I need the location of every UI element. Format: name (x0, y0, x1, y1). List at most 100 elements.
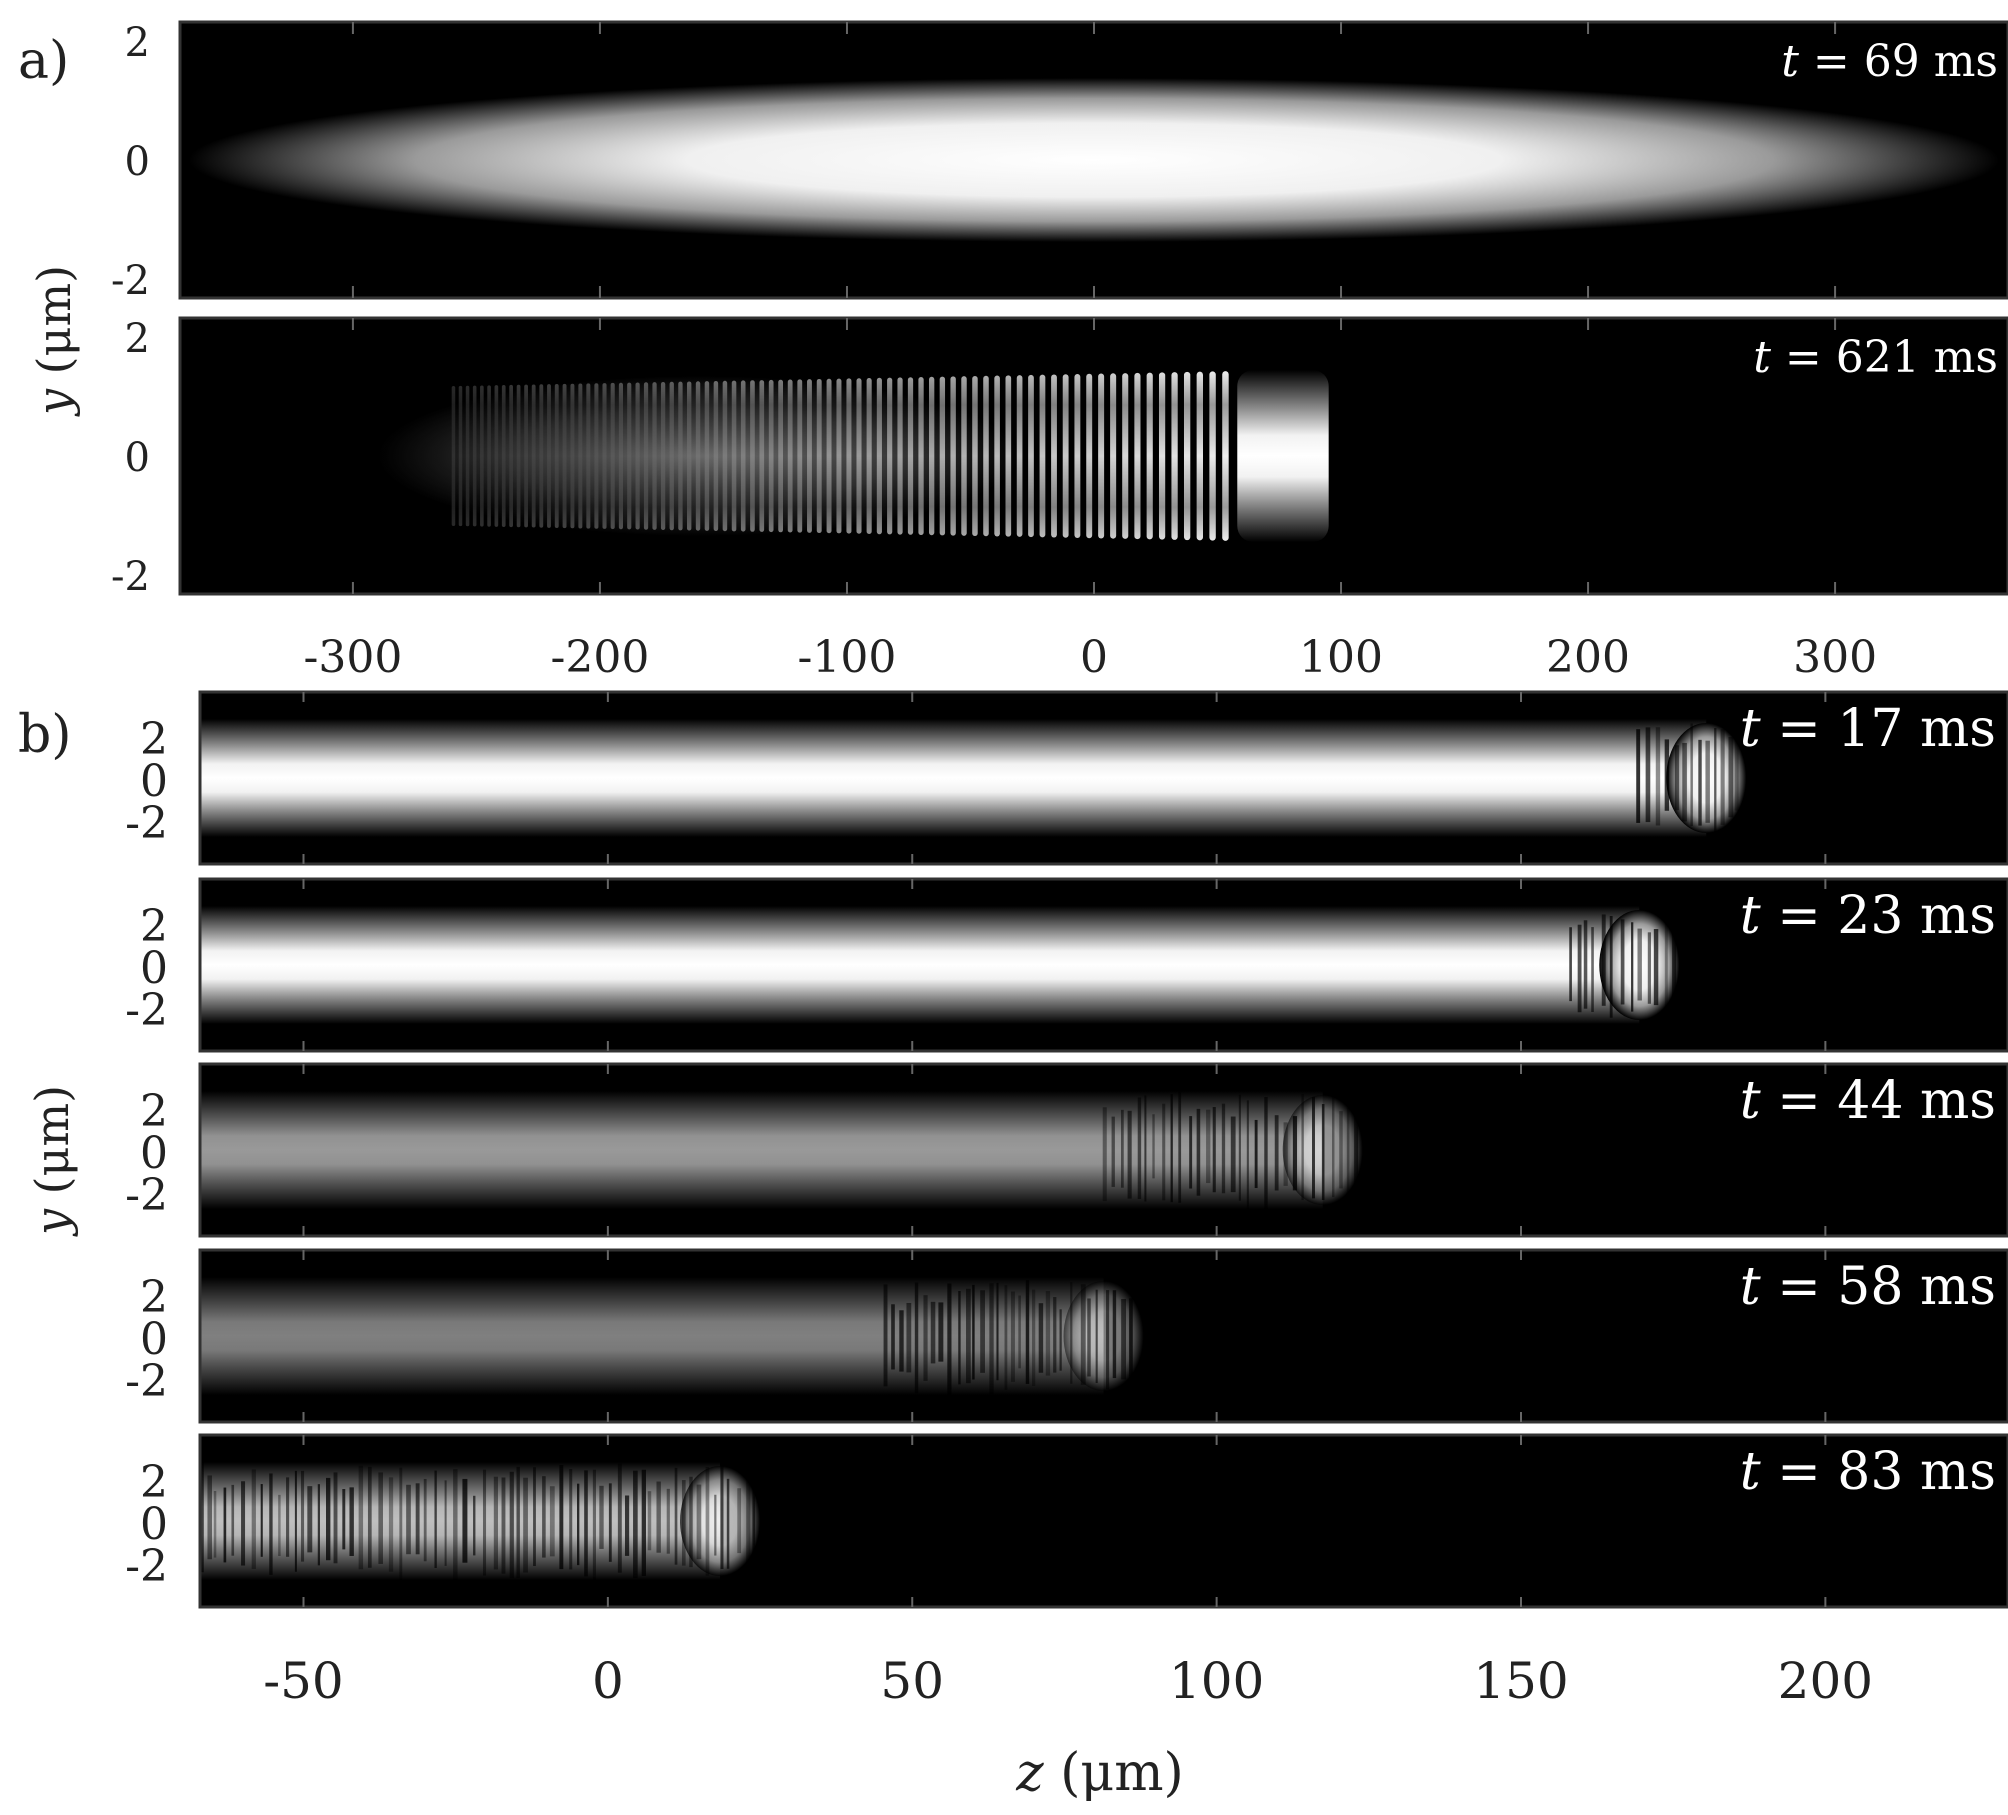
fringe (1672, 922, 1677, 1011)
panel-b-snapshot: t = 44 ms 20-2 (125, 1062, 2008, 1238)
fringe (453, 1469, 458, 1581)
fringe (342, 1489, 346, 1550)
y-tick-label: -2 (125, 1356, 168, 1407)
fringe (1583, 920, 1588, 1009)
fringe (388, 1477, 394, 1572)
fringe (617, 1463, 622, 1573)
fringe (367, 1466, 372, 1568)
fringe (1647, 932, 1652, 1004)
x-tick-label: 200 (1778, 1652, 1873, 1710)
fringe (415, 1483, 420, 1555)
fringe (752, 1485, 756, 1564)
fringe (1004, 1285, 1008, 1390)
panel-b-snapshot: t = 58 ms 20-2 (125, 1248, 2008, 1424)
fringe (1170, 1094, 1173, 1203)
fringe (726, 1478, 730, 1569)
fringe (1032, 1289, 1036, 1387)
cloud-front (1237, 370, 1329, 542)
fringe (899, 1310, 904, 1372)
fringe (1189, 1116, 1193, 1189)
y-tick-label: 2 (140, 1086, 168, 1137)
axes-box (198, 1062, 2008, 1238)
atom-cloud (200, 1091, 1323, 1209)
fringe (1734, 738, 1739, 811)
y-tick-label: -2 (125, 1170, 168, 1221)
x-tick-label: -50 (263, 1652, 344, 1710)
fringe (980, 1290, 985, 1373)
x-tick-label: 300 (1793, 632, 1877, 683)
fringe (358, 1465, 364, 1570)
fringe (966, 1288, 971, 1384)
fringe (656, 1481, 661, 1553)
fringe (1230, 1116, 1236, 1193)
fringe (972, 1284, 975, 1380)
fringe (300, 1470, 305, 1562)
time-label: t = 23 ms (1740, 886, 1996, 946)
fringe (1070, 1282, 1073, 1384)
fringe (1591, 927, 1594, 1012)
fringe (278, 1494, 281, 1556)
panel-b-ylabel: y (μm) (25, 1085, 79, 1237)
fringe (1283, 1122, 1288, 1186)
fringe (406, 1484, 411, 1555)
fringe (1655, 727, 1661, 826)
panel-b-xlabel: z (μm) (1015, 1743, 1184, 1803)
x-tick-label: -200 (551, 632, 650, 683)
panel-b-x-tick-labels: -50 0 50 100 150 200 (263, 1652, 1873, 1710)
x-tick-label: 0 (592, 1652, 624, 1710)
fringe (1274, 1115, 1279, 1191)
fringe (1346, 1107, 1350, 1201)
y-tick-label: -2 (111, 258, 150, 304)
fringe-fade (180, 371, 724, 541)
fringe (1144, 1095, 1147, 1202)
panel-a-x-tick-labels: -300 -200 -100 0 100 200 300 (303, 632, 1877, 683)
fringe (1152, 1114, 1155, 1179)
fringe (1637, 928, 1642, 1001)
fringe (641, 1469, 646, 1576)
fringe (1112, 1290, 1117, 1379)
atom-cloud (200, 1277, 1104, 1395)
y-tick-label: 2 (140, 901, 168, 952)
fringe (269, 1473, 273, 1575)
fringe (349, 1487, 354, 1556)
y-tick-label: 0 (140, 943, 168, 994)
fringe (1111, 1116, 1115, 1187)
fringe (1038, 1303, 1044, 1373)
fringe (930, 1301, 936, 1364)
fringe (938, 1302, 944, 1362)
fringe (720, 1463, 724, 1569)
y-tick-label: -2 (125, 798, 168, 849)
fringe (434, 1470, 437, 1568)
panel-a: a) y (μm) t = 69 ms 2 0 -2 t = 621 ms 2 … (18, 20, 2008, 683)
y-tick-label: 0 (140, 756, 168, 807)
fringe (608, 1483, 612, 1562)
fringe (1102, 1107, 1107, 1202)
y-tick-label: 2 (125, 20, 150, 66)
fringe (1653, 929, 1659, 1006)
fringe (1690, 723, 1693, 826)
fringe (1601, 914, 1606, 1006)
fringe (516, 1466, 520, 1578)
fringe (1631, 922, 1634, 1012)
x-tick-label: 100 (1299, 632, 1383, 683)
axes-box (198, 1433, 2008, 1609)
y-tick-label: 2 (125, 316, 150, 362)
fringe (1264, 1097, 1268, 1209)
fringe (523, 1477, 528, 1573)
time-label: t = 621 ms (1753, 332, 1998, 383)
fringe (213, 1491, 217, 1558)
fringe (1569, 927, 1572, 1002)
fringe (1238, 1094, 1241, 1201)
fringe (294, 1470, 297, 1572)
y-ticks: 2 0 -2 (111, 316, 150, 600)
fringe (1206, 1109, 1211, 1184)
axes-box (198, 1248, 2008, 1424)
fringe (1212, 1107, 1216, 1193)
fringe (317, 1484, 320, 1566)
fringe (1354, 1099, 1359, 1201)
fringe (286, 1477, 290, 1557)
fringe (577, 1483, 580, 1566)
x-tick-label: 150 (1473, 1652, 1568, 1710)
